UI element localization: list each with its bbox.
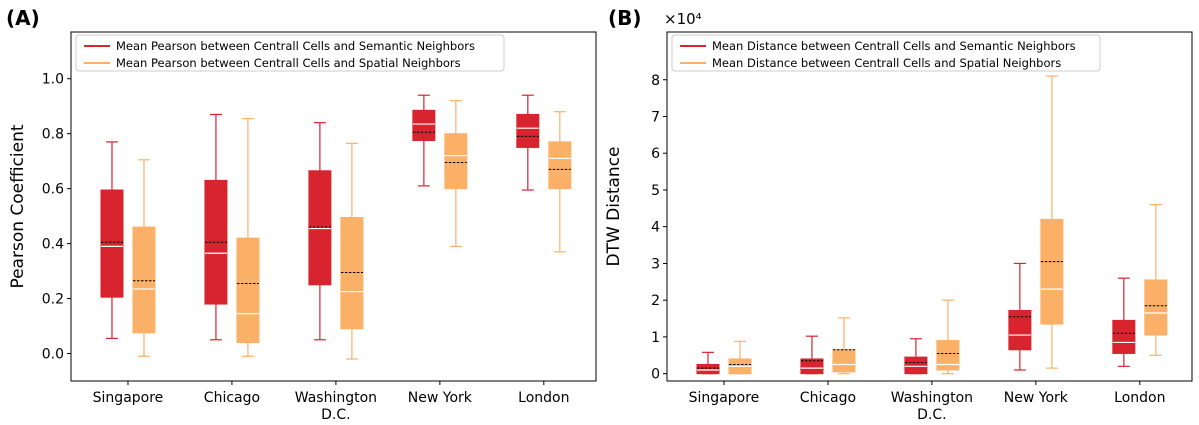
- x-tick-label: New York: [1004, 390, 1069, 406]
- x-tick-label: Singapore: [93, 390, 164, 406]
- box-semantic-1: [800, 335, 824, 375]
- x-tick-label-line: New York: [408, 390, 473, 406]
- box-iqr: [340, 216, 364, 330]
- x-tick-label-line: Chicago: [204, 390, 260, 406]
- x-tick-label: London: [518, 390, 569, 406]
- legend-frame: [75, 34, 505, 72]
- x-tick-label: London: [1114, 390, 1165, 406]
- box-iqr: [1008, 309, 1032, 351]
- y-tick-label: 2: [651, 293, 660, 309]
- exponent-label: ×10⁴: [664, 10, 702, 28]
- box-iqr: [1040, 218, 1064, 325]
- y-tick-label: 0.4: [42, 237, 64, 253]
- box-spatial-4: [548, 111, 572, 253]
- chart-panel-0: (A) 0.0 0.2 0.4 0.6 0.8 1.0 Pearson Coefficient…: [6, 6, 597, 423]
- box-semantic-0: [100, 141, 124, 340]
- box-spatial-3: [444, 100, 468, 247]
- axes-frame: [70, 31, 597, 382]
- x-tick-label-line: Washington: [891, 390, 973, 406]
- box-iqr: [548, 141, 572, 190]
- box-iqr: [412, 109, 436, 142]
- box-iqr: [1144, 279, 1168, 336]
- box-iqr: [100, 189, 124, 298]
- box-iqr: [904, 356, 928, 375]
- box-semantic-1: [204, 113, 228, 341]
- box-iqr: [696, 363, 720, 375]
- y-axis-label: DTW Distance: [604, 146, 624, 266]
- y-tick-label: 0.8: [42, 127, 64, 143]
- box-semantic-2: [904, 338, 928, 375]
- x-tick-label-line: Washington: [295, 390, 377, 406]
- box-spatial-1: [236, 117, 260, 357]
- legend: Mean Pearson between Centrall Cells and …: [75, 34, 505, 72]
- x-tick-label-line: Singapore: [689, 390, 760, 406]
- y-tick-label: 0: [651, 367, 660, 383]
- panel-label: (B): [608, 6, 642, 30]
- box-spatial-4: [1144, 204, 1168, 356]
- box-semantic-0: [696, 351, 720, 375]
- box-spatial-3: [1040, 75, 1064, 369]
- y-tick-label: 8: [651, 73, 660, 89]
- box-semantic-4: [1112, 277, 1136, 367]
- y-tick-label: 4: [651, 220, 660, 236]
- box-iqr: [516, 113, 540, 148]
- box-spatial-0: [728, 340, 752, 375]
- x-tick-label-line: D.C.: [917, 407, 946, 423]
- box-iqr: [444, 133, 468, 190]
- legend-label-0: Mean Distance between Centrall Cells and…: [712, 39, 1076, 53]
- box-iqr: [1112, 319, 1136, 354]
- y-tick-label: 5: [651, 183, 660, 199]
- x-tick-label-line: London: [518, 390, 569, 406]
- box-spatial-2: [340, 142, 364, 360]
- x-tick-label: Chicago: [800, 390, 856, 406]
- chart-panel-1: (B) ×10⁴ 0 1 2 3 4 5 6 7 8 DTW Distance Singapore Chi…: [604, 6, 1193, 423]
- y-tick-label: 1: [651, 330, 660, 346]
- box-iqr: [832, 349, 856, 373]
- legend-label-1: Mean Pearson between Centrall Cells and …: [116, 56, 461, 70]
- x-tick-label: New York: [408, 390, 473, 406]
- x-tick-label-line: New York: [1004, 390, 1069, 406]
- y-axis-label: Pearson Coefficient: [8, 124, 28, 288]
- x-tick-label: Chicago: [204, 390, 260, 406]
- box-iqr: [800, 358, 824, 375]
- box-iqr: [936, 340, 960, 371]
- x-tick-label-line: Chicago: [800, 390, 856, 406]
- box-iqr: [308, 170, 332, 286]
- box-semantic-2: [308, 122, 332, 341]
- box-spatial-1: [832, 317, 856, 375]
- axes-frame: [666, 31, 1193, 382]
- x-tick-label-line: D.C.: [321, 407, 350, 423]
- y-tick-label: 7: [651, 109, 660, 125]
- y-tick-label: 6: [651, 146, 660, 162]
- box-spatial-0: [132, 159, 156, 357]
- y-tick-label: 3: [651, 256, 660, 272]
- x-tick-label-line: London: [1114, 390, 1165, 406]
- box-semantic-3: [412, 94, 436, 187]
- y-tick-label: 0.2: [42, 292, 64, 308]
- box-iqr: [132, 226, 156, 334]
- box-iqr: [204, 179, 228, 305]
- x-tick-label: Washington D.C.: [891, 390, 973, 423]
- legend: Mean Distance between Centrall Cells and…: [671, 34, 1101, 72]
- y-tick-label: 0.0: [42, 347, 64, 363]
- legend-label-0: Mean Pearson between Centrall Cells and …: [116, 39, 475, 53]
- legend-label-1: Mean Distance between Centrall Cells and…: [712, 56, 1061, 70]
- box-semantic-4: [516, 94, 540, 191]
- box-iqr: [236, 237, 260, 344]
- x-tick-label: Singapore: [689, 390, 760, 406]
- box-semantic-3: [1008, 262, 1032, 371]
- panel-label: (A): [6, 6, 40, 30]
- box-spatial-2: [936, 299, 960, 375]
- y-tick-label: 1.0: [42, 72, 64, 88]
- y-tick-label: 0.6: [42, 182, 64, 198]
- x-tick-label: Washington D.C.: [295, 390, 377, 423]
- legend-frame: [671, 34, 1101, 72]
- x-tick-label-line: Singapore: [93, 390, 164, 406]
